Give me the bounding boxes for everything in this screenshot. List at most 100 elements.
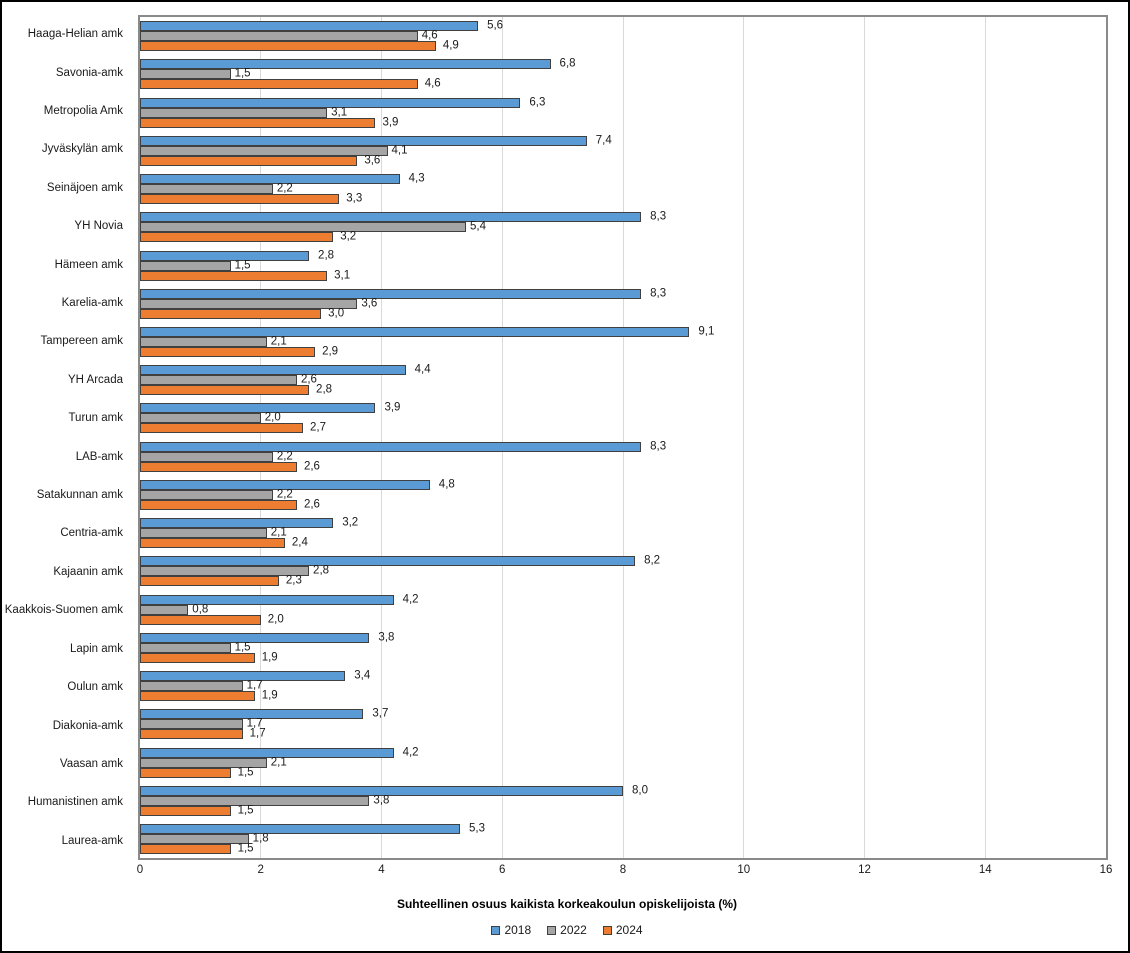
bar-value-label: 4,6 bbox=[421, 29, 438, 42]
bar-2022: 3,1 bbox=[140, 106, 347, 118]
x-axis-ticks: 0 2 4 6 8 10 12 14 16 bbox=[2, 864, 1130, 880]
bar-2022: 4,1 bbox=[140, 145, 408, 156]
bar-2018: 4,3 bbox=[140, 173, 425, 185]
category-axis: Haaga-Helian amk Savonia-amk Metropolia Am… bbox=[2, 15, 132, 860]
bar-2018: 3,9 bbox=[140, 402, 400, 414]
bar-2022: 1,5 bbox=[140, 642, 251, 653]
legend-swatch-icon bbox=[491, 925, 501, 935]
legend: 2018 2022 2024 bbox=[2, 923, 1130, 937]
legend-label: 2024 bbox=[615, 923, 643, 937]
bar-2022: 1,5 bbox=[140, 259, 251, 271]
bar-group: 4,8 2,2 2,6 bbox=[140, 476, 1106, 514]
bar-2024: 2,8 bbox=[140, 384, 332, 396]
bar-value-label: 4,9 bbox=[442, 39, 459, 52]
bar-group: 4,4 2,6 2,8 bbox=[140, 361, 1106, 399]
category-label: Jyväskylän amk bbox=[41, 143, 123, 156]
bar-2018: 4,2 bbox=[140, 593, 419, 605]
bar-value-label: 3,3 bbox=[346, 192, 363, 205]
x-tick-label: 16 bbox=[1099, 864, 1113, 876]
category-label: Humanistinen amk bbox=[27, 796, 123, 809]
bar-2018: 8,2 bbox=[140, 555, 660, 567]
bar-2024: 2,9 bbox=[140, 346, 338, 357]
bar-2018: 3,4 bbox=[140, 670, 370, 682]
bar-value-label: 4,2 bbox=[402, 745, 419, 758]
bar-2024: 3,9 bbox=[140, 116, 398, 128]
category-label: Satakunnan amk bbox=[36, 489, 123, 502]
bar-value-label: 2,2 bbox=[276, 488, 293, 501]
category-label: Karelia-amk bbox=[61, 297, 123, 310]
bar-value-label: 2,3 bbox=[285, 574, 302, 587]
bar-group: 3,9 2,0 2,7 bbox=[140, 399, 1106, 437]
bar-value-label: 3,2 bbox=[340, 230, 357, 243]
gridline bbox=[984, 17, 986, 858]
category-label: Turun amk bbox=[68, 412, 123, 425]
bar-group: 4,3 2,2 3,3 bbox=[140, 170, 1106, 208]
bar-2024: 2,6 bbox=[140, 460, 320, 472]
bar-value-label: 1,5 bbox=[237, 842, 254, 855]
bar-2022: 2,1 bbox=[140, 336, 287, 347]
bar-value-label: 1,8 bbox=[252, 832, 269, 845]
legend-item-2024: 2024 bbox=[602, 923, 643, 937]
bar-group: 6,3 3,1 3,9 bbox=[140, 93, 1106, 131]
category-label: YH Novia bbox=[74, 220, 123, 233]
x-axis-title: Suhteellinen osuus kaikista korkeakoulun… bbox=[396, 897, 738, 911]
bar-2022: 2,8 bbox=[140, 565, 329, 577]
bar-2018: 3,7 bbox=[140, 708, 388, 720]
bar-2024: 3,6 bbox=[140, 155, 380, 166]
category-label: Vaasan amk bbox=[59, 757, 123, 770]
bar-value-label: 2,8 bbox=[313, 564, 330, 577]
gridline bbox=[260, 17, 262, 858]
gridline bbox=[622, 17, 624, 858]
bar-value-label: 4,4 bbox=[414, 363, 431, 376]
bar-2018: 2,8 bbox=[140, 249, 334, 261]
bar-2022: 1,5 bbox=[140, 68, 251, 80]
bar-value-label: 2,7 bbox=[310, 421, 326, 434]
bar-2024: 3,0 bbox=[140, 307, 344, 319]
bar-2018: 5,6 bbox=[140, 20, 503, 32]
bar-value-label: 2,0 bbox=[264, 411, 281, 424]
bar-group: 3,7 1,7 1,7 bbox=[140, 705, 1106, 743]
bar-2018: 4,8 bbox=[140, 479, 455, 490]
bar-group: 9,1 2,1 2,9 bbox=[140, 323, 1106, 361]
bar-value-label: 3,1 bbox=[334, 268, 351, 281]
bar-2018: 6,3 bbox=[140, 96, 545, 108]
bar-2024: 1,5 bbox=[140, 805, 254, 816]
bar-2022: 2,1 bbox=[140, 527, 287, 539]
bar-2022: 3,6 bbox=[140, 297, 377, 309]
bar-value-label: 3,6 bbox=[361, 297, 378, 309]
category-label: Kaakkois-Suomen amk bbox=[4, 604, 123, 617]
bar-2022: 1,7 bbox=[140, 680, 263, 692]
bar-2018: 9,1 bbox=[140, 326, 714, 337]
bar-group: 3,4 1,7 1,9 bbox=[140, 667, 1106, 705]
bar-2024: 3,2 bbox=[140, 231, 356, 243]
bar-group: 5,3 1,8 1,5 bbox=[140, 820, 1106, 858]
bar-2022: 3,8 bbox=[140, 795, 389, 806]
gridline bbox=[501, 17, 503, 858]
bar-value-label: 3,8 bbox=[373, 794, 390, 807]
bar-value-label: 0,8 bbox=[192, 602, 209, 615]
category-label: Oulun amk bbox=[67, 681, 123, 694]
bar-2018: 8,0 bbox=[140, 785, 648, 796]
bar-2018: 5,3 bbox=[140, 823, 485, 835]
bar-value-label: 1,5 bbox=[234, 641, 251, 654]
legend-item-2022: 2022 bbox=[547, 923, 587, 937]
gridline bbox=[743, 17, 745, 858]
bar-2024: 1,5 bbox=[140, 766, 254, 778]
bar-2024: 2,4 bbox=[140, 537, 308, 549]
bar-2018: 4,4 bbox=[140, 364, 431, 376]
bar-2024: 2,3 bbox=[140, 575, 302, 587]
bar-group: 8,3 3,6 3,0 bbox=[140, 285, 1106, 323]
legend-swatch-icon bbox=[547, 925, 557, 935]
x-tick-label: 4 bbox=[378, 864, 385, 876]
category-label: Hämeen amk bbox=[54, 258, 123, 271]
gridline bbox=[381, 17, 382, 858]
bar-group: 3,2 2,1 2,4 bbox=[140, 514, 1106, 552]
bar-group: 4,2 2,1 1,5 bbox=[140, 743, 1106, 781]
bar-value-label: 3,9 bbox=[384, 401, 401, 414]
bar-value-label: 1,5 bbox=[234, 258, 251, 271]
bar-value-label: 4,6 bbox=[424, 77, 441, 90]
bar-value-label: 3,4 bbox=[354, 669, 371, 682]
x-tick-label: 10 bbox=[737, 864, 751, 876]
